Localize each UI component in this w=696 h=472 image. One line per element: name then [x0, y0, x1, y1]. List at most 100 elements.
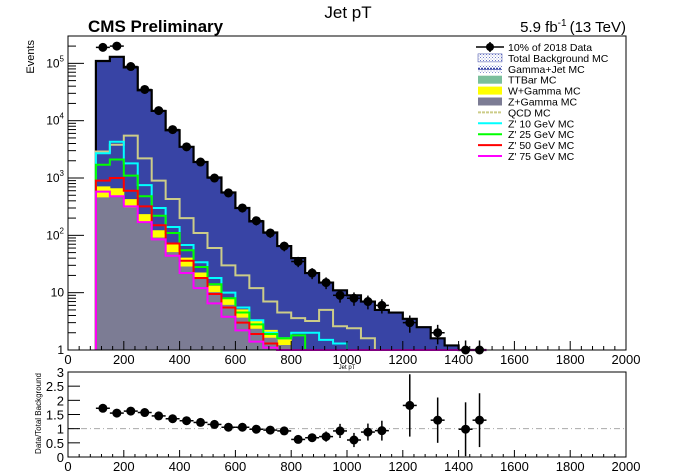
lumi-exponent: -1 [558, 18, 567, 29]
experiment-label: CMS Preliminary [88, 17, 224, 36]
data-point [109, 41, 124, 51]
luminosity-label: 5.9 fb-1 (13 TeV) [520, 18, 626, 36]
chart-title: Jet pT [324, 3, 371, 22]
data-point [333, 289, 347, 303]
ratio-x-tick-label: 600 [225, 459, 247, 472]
legend-label: Total Background MC [508, 53, 609, 65]
y-tick-label: 10 [51, 286, 65, 300]
data-point [193, 157, 208, 167]
legend-label: TTBar MC [508, 75, 557, 87]
ratio-frame [67, 371, 627, 458]
legend-entry: Total Background MC [477, 53, 609, 65]
legend-label: Gamma+Jet MC [508, 64, 585, 76]
data-point [277, 241, 292, 252]
x-tick-label: 200 [113, 352, 135, 367]
ratio-point [430, 397, 445, 443]
y-tick-label: 105 [46, 54, 64, 70]
ratio-x-tick-label: 800 [280, 459, 302, 472]
main-x-axis-label: Jet pT [339, 365, 356, 371]
ratio-point [472, 393, 487, 448]
x-tick-label: 1200 [388, 352, 417, 367]
data-point [207, 173, 222, 183]
data-point [291, 256, 306, 268]
ratio-point [123, 406, 138, 416]
data-point [319, 277, 334, 290]
legend-entry: Z' 50 GeV MC [478, 140, 575, 152]
ratio-x-tick-label: 200 [113, 459, 135, 472]
ratio-plot: 0 200 400 600 800 1000 1200 1400 1600 1800 2000 00.… [34, 365, 640, 472]
legend-label: Z+Gamma MC [508, 97, 578, 109]
ratio-x-tick-label: 1400 [444, 459, 473, 472]
x-tick-label: 1800 [556, 352, 585, 367]
ratio-point [263, 425, 278, 435]
ratio-point [291, 434, 306, 444]
y-tick-label: 102 [46, 226, 64, 242]
main-plot: 0 200 400 600 800 1000 1200 1400 1600 1800 2000 1 10… [25, 35, 641, 371]
ratio-x-tick-label: 0 [64, 459, 71, 472]
x-tick-label: 2000 [612, 352, 641, 367]
ratio-point [305, 433, 320, 443]
data-point [165, 125, 180, 135]
ratio-point [207, 419, 222, 429]
ratio-y-tick-label: 1 [57, 422, 64, 437]
legend-label: 10% of 2018 Data [508, 42, 592, 54]
ratio-point [249, 424, 264, 434]
ratio-point [179, 416, 194, 426]
ratio-x-tick-label: 1800 [556, 459, 585, 472]
main-axes: 0 200 400 600 800 1000 1200 1400 1600 1800 2000 1 10… [46, 35, 641, 367]
main-y-axis-label: Events [25, 40, 37, 74]
legend-label: W+Gamma MC [508, 86, 581, 98]
data-point [137, 84, 152, 94]
ratio-point [277, 426, 292, 436]
ratio-point [137, 408, 152, 418]
lumi-energy: (13 TeV) [570, 19, 626, 36]
data-point [95, 42, 110, 52]
legend-label: Z' 10 GeV MC [508, 118, 575, 130]
data-points [95, 41, 487, 355]
ratio-point [360, 423, 375, 441]
y-tick-label: 103 [46, 169, 64, 185]
data-point [179, 142, 194, 152]
legend-entry: Gamma+Jet MC [478, 64, 585, 76]
data-point [402, 315, 417, 333]
data-point [374, 299, 389, 314]
ratio-point [333, 423, 347, 439]
ratio-point [151, 411, 166, 421]
ratio-points [95, 374, 487, 457]
y-tick-label: 104 [46, 112, 64, 128]
ratio-point [193, 417, 208, 427]
data-point [123, 62, 138, 72]
x-tick-label: 400 [169, 352, 191, 367]
x-tick-label: 800 [280, 352, 302, 367]
ratio-y-tick-label: 2 [57, 393, 64, 408]
lumi-value: 5.9 fb [520, 19, 558, 36]
ratio-x-tick-label: 2000 [612, 459, 641, 472]
ratio-y-tick-label: 0.5 [46, 436, 64, 451]
ratio-y-tick-label: 2.5 [46, 379, 64, 394]
legend-label: Z' 75 GeV MC [508, 151, 575, 163]
x-tick-label: 1600 [500, 352, 529, 367]
data-point [347, 292, 361, 306]
ratio-point [458, 402, 473, 457]
x-tick-label: 1400 [444, 352, 473, 367]
ratio-point [165, 414, 180, 424]
x-tick-label: 0 [64, 352, 71, 367]
ratio-x-tick-label: 1000 [333, 459, 362, 472]
ratio-point [95, 403, 110, 413]
y-tick-label: 1 [57, 343, 64, 357]
ratio-x-tick-label: 1200 [388, 459, 417, 472]
data-point [360, 295, 375, 310]
legend-entry: Z' 10 GeV MC [478, 118, 575, 130]
hist-qcd-mc [94, 134, 487, 351]
ratio-y-tick-label: 1.5 [46, 408, 64, 423]
data-point [472, 340, 487, 355]
legend-label: Z' 50 GeV MC [508, 140, 575, 152]
data-point [235, 203, 250, 213]
legend-entry: 10% of 2018 Data [476, 42, 592, 54]
ratio-y-axis-label: Data/Total Background [34, 373, 43, 454]
ratio-point [221, 422, 236, 432]
data-point [305, 268, 320, 280]
ratio-point [402, 374, 417, 437]
